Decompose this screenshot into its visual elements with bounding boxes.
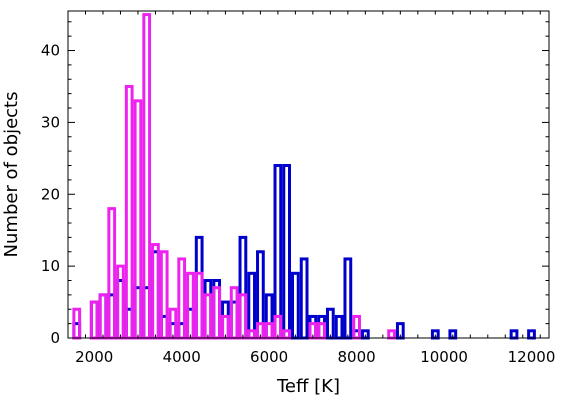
x-tick-label: 2000 (75, 348, 113, 366)
histogram-bar (273, 164, 283, 340)
histogram-bar (238, 293, 248, 340)
histogram-bar (186, 271, 195, 340)
y-tick-label: 10 (41, 257, 60, 275)
histogram-bar (133, 99, 143, 340)
histogram-bar (527, 329, 536, 340)
x-tick-label: 6000 (250, 348, 288, 366)
histogram-bar (325, 307, 335, 340)
histogram-bar (151, 243, 160, 340)
histogram-bar (98, 293, 108, 340)
x-axis-label: Teff [K] (276, 376, 340, 397)
histogram-bar (116, 264, 125, 340)
histogram-bar (247, 271, 257, 340)
y-tick-label: 20 (41, 185, 60, 203)
x-tick-label: 12000 (508, 348, 556, 366)
y-tick-label: 30 (41, 113, 60, 131)
histogram-bar (89, 300, 99, 340)
axis-tick-labels: 2000 4000 6000 8000 10000 12000 0 10 20 30 40 (41, 42, 555, 366)
histogram-bar (282, 329, 292, 340)
histogram-bar (343, 257, 353, 340)
histogram-bar (299, 257, 309, 340)
histogram-bar (282, 164, 292, 340)
x-tick-label: 8000 (338, 348, 376, 366)
x-tick-label: 4000 (163, 348, 201, 366)
histogram-bar (194, 271, 204, 340)
histogram-bar (352, 314, 361, 340)
y-tick-label: 0 (50, 329, 60, 347)
histogram-bar (212, 286, 222, 340)
x-tick-label: 10000 (420, 348, 468, 366)
histogram-bar (107, 207, 117, 340)
histogram-bar (317, 322, 326, 340)
histogram-bar (247, 329, 257, 340)
histogram-bar (159, 250, 169, 340)
histogram-bar (177, 257, 187, 340)
plot-frame (67, 10, 550, 339)
axis-ticks (67, 11, 549, 339)
histogram-bar (509, 329, 519, 340)
histogram-bar (229, 286, 239, 340)
histogram-bar (142, 13, 152, 340)
histogram-bar (124, 84, 134, 340)
histogram-bar (291, 271, 300, 340)
histogram-bar (203, 293, 213, 340)
y-axis-label: Number of objects (1, 92, 22, 258)
y-tick-label: 40 (41, 42, 60, 60)
histogram-bar (387, 329, 396, 340)
histogram-bar (334, 314, 344, 340)
histogram-bar (264, 322, 274, 340)
